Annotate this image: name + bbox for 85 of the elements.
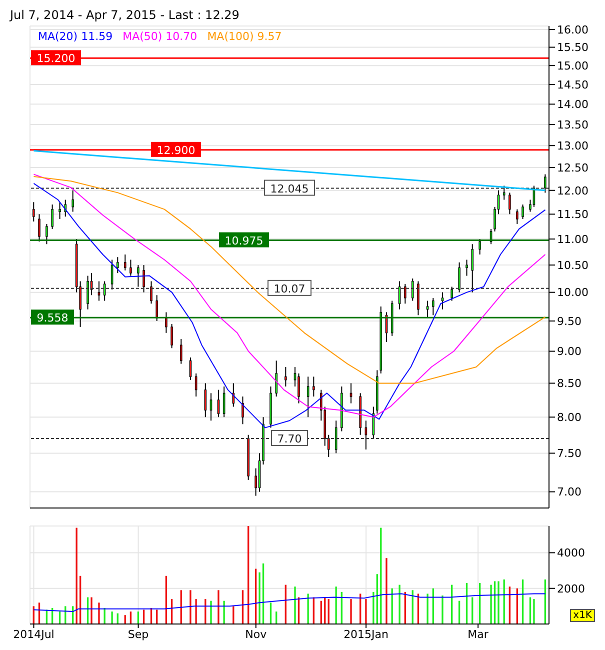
candlestick [156, 294, 158, 322]
candlestick [86, 275, 89, 310]
candlestick [98, 280, 100, 302]
chart-title: Jul 7, 2014 - Apr 7, 2015 - Last : 12.29 [10, 8, 240, 22]
candlestick [426, 300, 429, 319]
candlestick [58, 202, 61, 220]
candlestick [404, 284, 406, 304]
x-tick-label: 2015Jan [344, 628, 389, 641]
y-tick-label: 14.00 [557, 98, 588, 112]
candlestick [441, 292, 444, 310]
x-tick-label: Mar [468, 628, 489, 641]
candlestick [232, 382, 235, 408]
y-tick-label: 9.50 [557, 314, 582, 328]
candlestick [51, 204, 54, 230]
y-tick-label: 15.00 [557, 59, 588, 72]
candlestick [298, 372, 300, 404]
ref-line-label: 9.558 [36, 312, 68, 325]
text: MA(50) 10.70 [122, 30, 198, 43]
candlestick [180, 338, 182, 364]
candlestick [306, 376, 310, 418]
ref-line-label: 10.975 [224, 234, 264, 248]
candlestick [204, 382, 207, 418]
text: x1K [570, 609, 595, 622]
candlestick [516, 208, 518, 224]
ref-line-label: 7.70 [277, 432, 302, 446]
candlestick [502, 185, 506, 200]
candlestick [165, 312, 168, 334]
candlestick [450, 286, 453, 302]
y-tick-label: 4000 [557, 546, 585, 560]
x-tick-label: Sep [128, 628, 149, 641]
candlestick [544, 174, 546, 194]
candlestick [471, 244, 474, 293]
y-tick-label: 9.00 [557, 345, 582, 358]
y-tick-label: 12.00 [557, 184, 588, 198]
y-tick-label: 12.50 [557, 161, 588, 174]
ref-line-label: 12.900 [156, 144, 196, 157]
y-tick-label: 10.00 [557, 286, 588, 300]
y-tick-label: 11.00 [557, 232, 588, 246]
candlestick [142, 264, 145, 293]
candlestick [327, 434, 330, 458]
y-tick-label: 8.50 [557, 377, 582, 390]
candlestick [210, 392, 212, 422]
candlestick [130, 259, 132, 276]
candlestick [242, 396, 244, 425]
candlestick [110, 259, 114, 290]
candlestick [32, 202, 35, 222]
y-tick-label: 14.50 [557, 78, 588, 92]
y-tick-label: 2000 [557, 582, 585, 596]
candlestick [458, 262, 460, 293]
y-tick-label: 7.50 [557, 447, 582, 460]
candlestick [432, 297, 434, 316]
y-tick-label: 16.00 [557, 23, 588, 36]
y-tick-label: 13.50 [557, 118, 588, 132]
candlestick [72, 190, 74, 212]
ref-line-label: 10.07 [274, 282, 306, 296]
candlestick [411, 278, 414, 302]
y-tick-label: 15.50 [557, 41, 588, 54]
candlestick [38, 214, 40, 242]
y-tick-label: 11.50 [557, 208, 588, 222]
candlestick [350, 382, 352, 404]
ref-line-label: 12.045 [270, 182, 309, 196]
x-tick-label: Nov [245, 628, 268, 641]
line-series [33, 593, 546, 612]
y-tick-label: 13.00 [557, 140, 588, 153]
candlestick [150, 280, 152, 304]
candlestick [522, 204, 524, 220]
candlestick [170, 323, 173, 349]
candlestick [466, 259, 468, 276]
text: MA(20) 11.59 [38, 30, 113, 43]
text: MA(100) 9.57 [207, 30, 282, 43]
candlestick [137, 264, 140, 288]
candlestick [217, 389, 220, 418]
y-tick-label: 8.00 [557, 411, 582, 424]
candlestick [478, 238, 481, 255]
ref-line-label: 15.200 [36, 52, 76, 66]
candlestick [124, 254, 126, 271]
candlestick [275, 360, 278, 398]
candlestick [284, 366, 287, 388]
y-tick-label: 10.50 [557, 258, 588, 272]
candlestick [116, 256, 119, 274]
candlestick [508, 192, 511, 215]
candlestick [46, 223, 48, 245]
y-tick-label: 7.00 [557, 486, 582, 499]
candlestick [312, 376, 315, 398]
x-tick-label: 2014Jul [13, 628, 54, 641]
